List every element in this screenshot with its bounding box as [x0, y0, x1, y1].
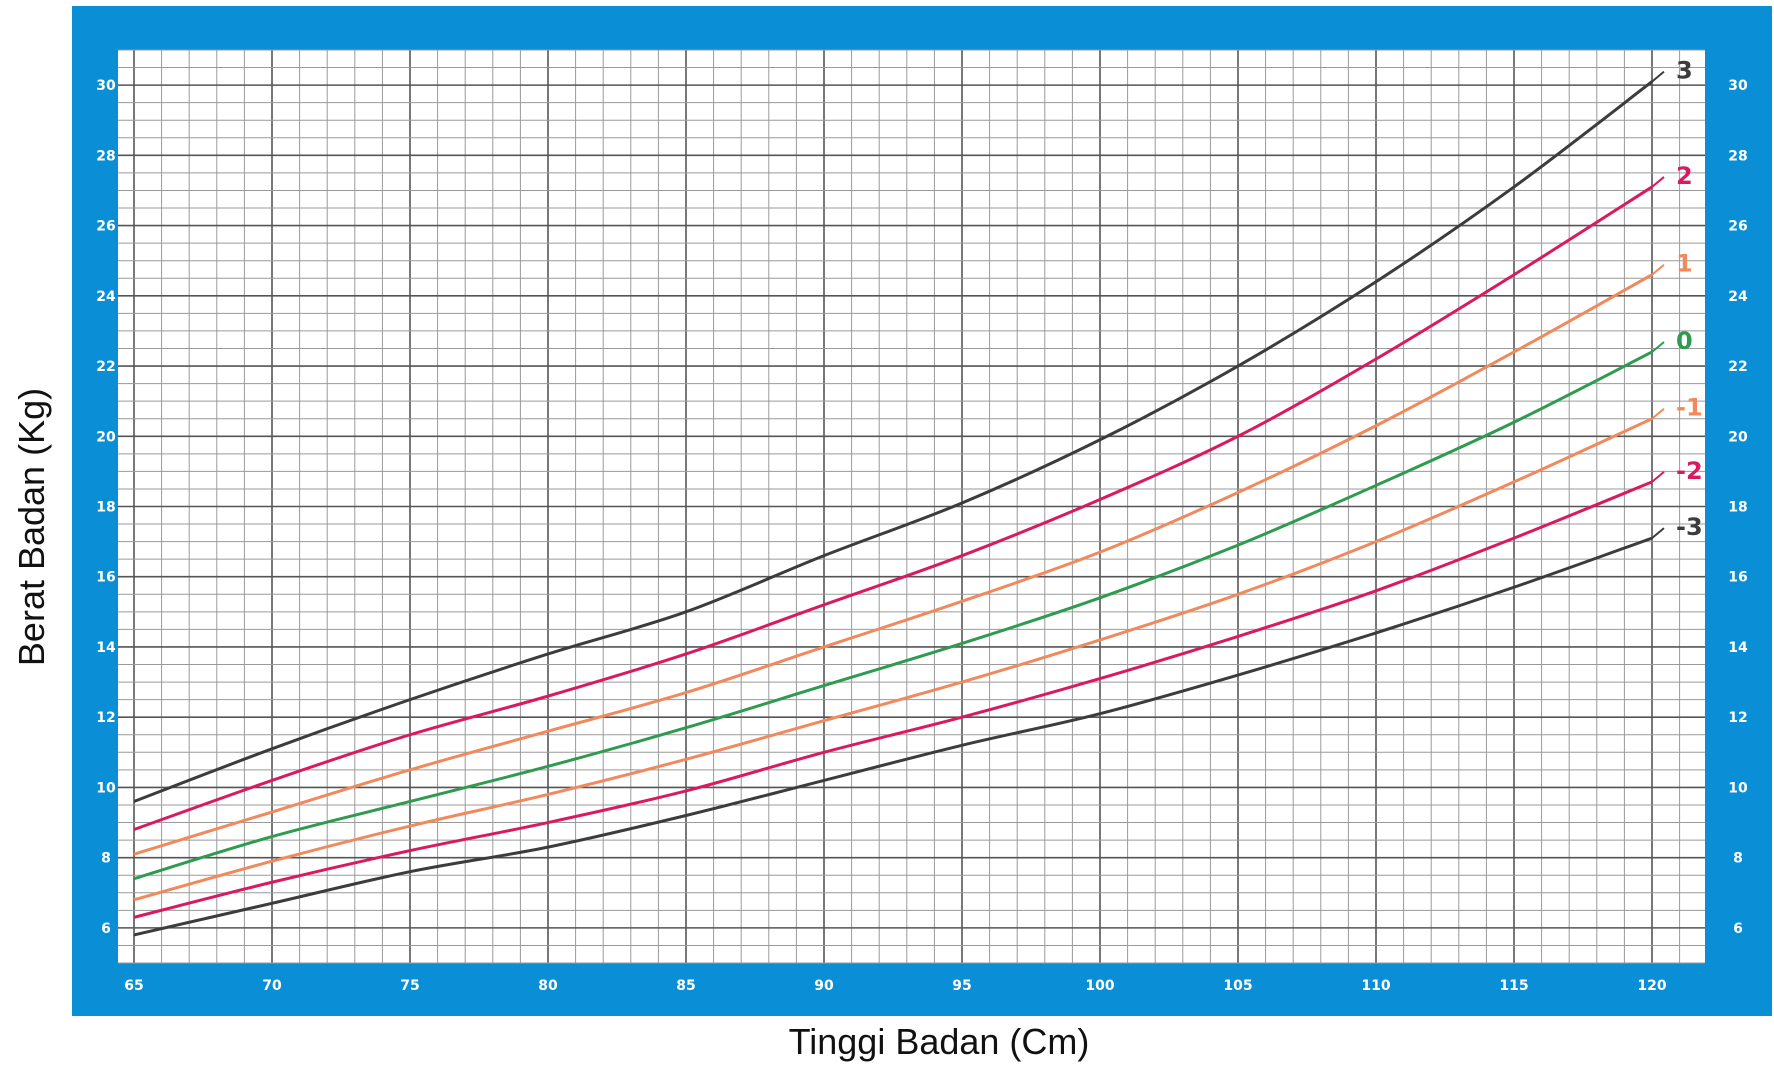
y-tick-label-right: 10	[1728, 780, 1748, 796]
y-tick-label-right: 24	[1728, 289, 1748, 305]
series-label-2: 2	[1676, 162, 1693, 190]
y-tick-label-left: 20	[96, 429, 116, 445]
series-line-3	[133, 80, 1653, 803]
y-axis-title: Berat Badan (Kg)	[11, 388, 52, 666]
y-tick-label-right: 26	[1728, 219, 1747, 235]
x-tick-label: 65	[124, 978, 143, 994]
y-tick-label-left: 6	[101, 921, 111, 937]
series-label-1: 1	[1676, 250, 1693, 278]
series-label-leader	[1651, 407, 1665, 420]
y-tick-label-right: 30	[1728, 78, 1748, 94]
series-label--3: -3	[1676, 513, 1703, 541]
x-tick-label: 105	[1223, 978, 1252, 994]
y-tick-label-right: 6	[1733, 921, 1743, 937]
x-tick-label: 115	[1499, 978, 1528, 994]
y-tick-label-left: 30	[96, 78, 116, 94]
series-label--2: -2	[1676, 457, 1703, 485]
series-line-1	[133, 273, 1653, 856]
series-line-0	[133, 350, 1653, 881]
series-label-leader	[1651, 70, 1665, 83]
y-tick-label-right: 22	[1728, 359, 1747, 375]
series-label-leader	[1651, 471, 1665, 483]
series-label-leader	[1651, 341, 1665, 353]
series-line-2	[133, 185, 1653, 831]
series-line--3	[133, 536, 1653, 937]
series-line--2	[133, 480, 1653, 919]
y-tick-label-right: 18	[1728, 500, 1747, 516]
y-tick-label-right: 16	[1728, 570, 1747, 586]
y-tick-label-left: 24	[96, 289, 116, 305]
x-tick-labels: 65 70 75 80 85 90 95 100 105 110 115 120	[124, 978, 1667, 994]
series-labels: 3 2 1 0 -1 -2 -3	[1651, 57, 1703, 541]
y-tick-label-left: 16	[96, 570, 115, 586]
y-tick-label-left: 8	[101, 851, 111, 867]
y-tick-label-right: 28	[1728, 148, 1747, 164]
y-tick-label-left: 12	[96, 710, 115, 726]
x-tick-label: 85	[676, 978, 695, 994]
y-tick-label-right: 14	[1728, 640, 1748, 656]
y-tick-label-right: 20	[1728, 429, 1748, 445]
series-label--1: -1	[1676, 394, 1703, 422]
x-tick-label: 80	[538, 978, 558, 994]
y-tick-label-left: 10	[96, 780, 116, 796]
y-tick-label-right: 8	[1733, 851, 1743, 867]
x-axis-title: Tinggi Badan (Cm)	[789, 1021, 1090, 1062]
x-tick-label: 120	[1637, 978, 1666, 994]
y-tick-label-left: 26	[96, 219, 115, 235]
series-label-leader	[1651, 176, 1665, 188]
grid-lines	[118, 49, 1705, 964]
series-label-leader	[1651, 527, 1665, 539]
x-tick-label: 95	[952, 978, 971, 994]
series-label-leader	[1651, 263, 1665, 276]
series-line--1	[133, 417, 1653, 902]
x-tick-label: 90	[814, 978, 834, 994]
y-tick-label-left: 22	[96, 359, 115, 375]
y-tick-label-left: 28	[96, 148, 115, 164]
series-label-3: 3	[1676, 57, 1693, 85]
series-lines	[133, 80, 1653, 937]
y-tick-label-right: 12	[1728, 710, 1747, 726]
x-tick-label: 75	[400, 978, 419, 994]
y-tick-label-left: 18	[96, 500, 115, 516]
x-tick-label: 70	[262, 978, 282, 994]
x-tick-label: 110	[1361, 978, 1390, 994]
y-tick-label-left: 14	[96, 640, 116, 656]
x-tick-label: 100	[1085, 978, 1114, 994]
series-label-0: 0	[1676, 327, 1693, 355]
